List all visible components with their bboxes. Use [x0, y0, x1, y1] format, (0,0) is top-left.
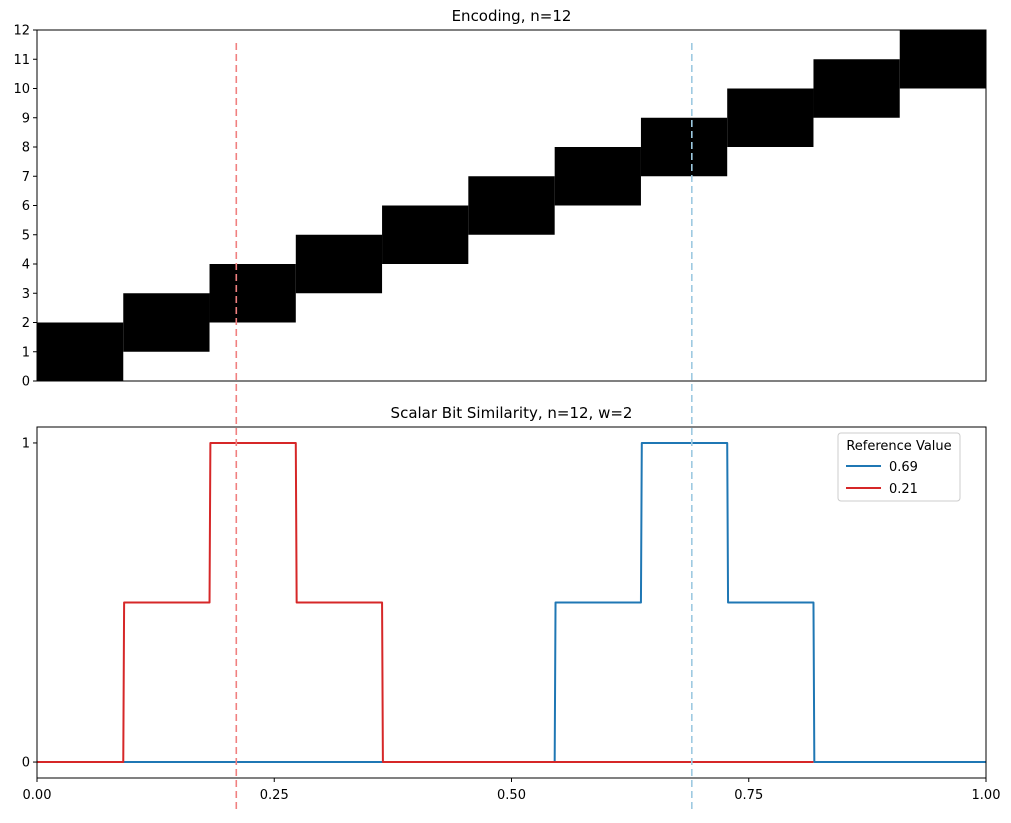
reference-lines — [235, 43, 693, 813]
similarity-x-tick-label-0.50: 0.50 — [497, 788, 526, 803]
encoding-block-4 — [382, 205, 469, 264]
encoding-y-tick-label-1: 1 — [22, 345, 30, 360]
legend-label-0.69: 0.69 — [889, 460, 918, 475]
encoding-y-tick-label-6: 6 — [22, 199, 30, 214]
similarity-lines — [37, 441, 986, 764]
encoding-y-tick-label-12: 12 — [13, 24, 30, 39]
encoding-block-1 — [123, 293, 210, 352]
legend-title: Reference Value — [846, 439, 951, 454]
encoding-block-8 — [727, 88, 814, 147]
encoding-y-tick-label-3: 3 — [22, 287, 30, 302]
encoding-y-tick-label-11: 11 — [13, 53, 30, 68]
encoding-block-6 — [554, 147, 641, 206]
similarity-x-tick-label-0.25: 0.25 — [260, 788, 289, 803]
encoding-y-tick-label-7: 7 — [22, 170, 30, 185]
encoding-block-2 — [209, 264, 296, 323]
similarity-x-tick-label-1.00: 1.00 — [972, 788, 1001, 803]
encoding-y-tick-label-5: 5 — [22, 228, 30, 243]
encoding-plot-frame — [36, 29, 987, 382]
similarity-panel: Scalar Bit Similarity, n=12, w=2 01 0.00… — [22, 404, 1001, 803]
encoding-y-tick-label-2: 2 — [22, 316, 30, 331]
similarity-y-tick-label-0: 0 — [22, 756, 30, 771]
similarity-x-axis: 0.00 0.25 0.50 0.75 1.00 — [23, 778, 1001, 803]
encoding-y-tick-label-10: 10 — [13, 82, 30, 97]
encoding-y-tick-label-0: 0 — [22, 375, 30, 390]
encoding-block-10 — [899, 30, 986, 89]
legend-box — [837, 432, 961, 502]
similarity-plot-frame — [36, 426, 987, 779]
similarity-x-tick-label-0.75: 0.75 — [734, 788, 763, 803]
encoding-blocks — [37, 30, 986, 381]
encoding-block-5 — [468, 176, 555, 235]
encoding-y-tick-label-4: 4 — [22, 258, 30, 273]
series-line-0.21 — [37, 441, 814, 764]
legend-label-0.21: 0.21 — [889, 482, 918, 497]
similarity-title: Scalar Bit Similarity, n=12, w=2 — [391, 404, 633, 422]
similarity-y-axis: 01 — [22, 436, 37, 771]
series-line-0.69 — [37, 441, 986, 764]
encoding-block-9 — [813, 59, 900, 118]
similarity-x-tick-label-0.00: 0.00 — [23, 788, 52, 803]
encoding-block-0 — [37, 322, 124, 381]
encoding-block-3 — [295, 234, 383, 294]
similarity-y-tick-label-1: 1 — [22, 436, 30, 451]
encoding-y-tick-label-8: 8 — [22, 141, 30, 156]
legend: Reference Value 0.69 0.21 — [837, 432, 961, 502]
encoding-title: Encoding, n=12 — [452, 7, 572, 25]
encoding-y-tick-label-9: 9 — [22, 111, 30, 126]
encoding-block-7 — [640, 117, 728, 177]
